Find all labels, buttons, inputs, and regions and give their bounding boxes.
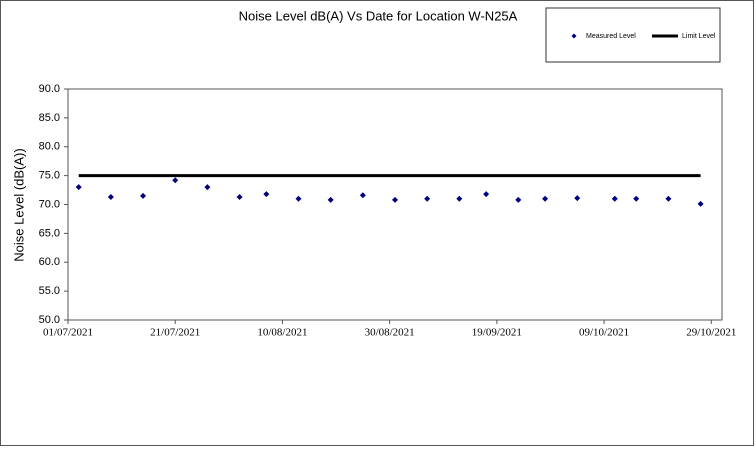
data-point [75, 184, 82, 191]
y-tick-label: 50.0 [39, 314, 60, 326]
chart-title: Noise Level dB(A) Vs Date for Location W… [239, 8, 518, 23]
y-tick-label: 60.0 [39, 256, 60, 268]
data-point [107, 193, 114, 200]
x-tick-label: 10/08/2021 [257, 327, 307, 339]
data-point [263, 191, 270, 198]
data-point [140, 192, 147, 199]
data-point [574, 195, 581, 202]
data-point [424, 195, 431, 202]
y-tick-label: 80.0 [39, 141, 60, 153]
x-tick-label: 21/07/2021 [150, 327, 200, 339]
legend-label: Limit Level [682, 33, 716, 40]
data-point [392, 196, 398, 203]
y-axis-label: Noise Level (dB(A)) [11, 148, 26, 261]
data-point [172, 177, 179, 184]
data-point [542, 195, 549, 202]
plot-area [67, 88, 723, 321]
data-point [483, 191, 490, 198]
x-tick-label: 09/10/2021 [579, 327, 629, 339]
data-point [633, 195, 640, 202]
data-point [665, 195, 672, 202]
x-tick-label: 19/09/2021 [472, 327, 522, 339]
data-point [611, 195, 618, 202]
data-point [295, 195, 302, 202]
data-point [204, 184, 211, 191]
y-tick-label: 90.0 [39, 83, 60, 95]
data-point [359, 192, 366, 199]
data-point [515, 196, 522, 203]
y-tick-label: 85.0 [39, 112, 60, 124]
y-tick-label: 65.0 [39, 227, 60, 239]
y-tick-label: 75.0 [39, 170, 60, 182]
data-point [327, 196, 334, 203]
y-tick-label: 70.0 [39, 198, 60, 210]
legend-marker [571, 33, 577, 39]
legend-label: Measured Level [586, 33, 636, 40]
data-point [697, 200, 704, 207]
x-tick-label: 30/08/2021 [365, 327, 415, 339]
data-point [236, 193, 243, 200]
x-tick-label: 29/10/2021 [686, 327, 736, 339]
x-tick-label: 01/07/2021 [43, 327, 93, 339]
y-tick-label: 55.0 [39, 285, 60, 297]
data-point [456, 195, 463, 202]
